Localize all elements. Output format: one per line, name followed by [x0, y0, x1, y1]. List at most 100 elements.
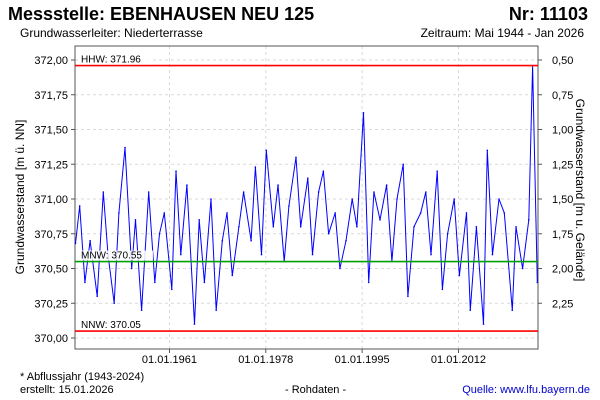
groundwater-point	[130, 267, 133, 270]
groundwater-point	[277, 184, 279, 186]
grid	[75, 46, 538, 349]
groundwater-point	[113, 302, 115, 305]
groundwater-point	[317, 191, 320, 193]
groundwater-point	[367, 281, 370, 284]
groundwater-point	[396, 198, 398, 200]
y-tick-label: 370,25	[34, 298, 68, 310]
groundwater-point	[311, 253, 314, 256]
groundwater-point	[453, 198, 455, 200]
groundwater-point	[210, 198, 212, 200]
groundwater-point	[469, 309, 472, 312]
created-date: erstellt: 15.01.2026	[20, 384, 114, 396]
groundwater-point	[140, 309, 143, 312]
groundwater-point	[175, 170, 177, 172]
groundwater-point	[425, 191, 427, 193]
groundwater-point	[503, 212, 506, 214]
groundwater-point	[260, 253, 263, 256]
groundwater-point	[413, 226, 415, 228]
groundwater-point	[118, 212, 120, 214]
station-number: Nr: 11103	[508, 4, 588, 24]
x-tick-label: 01.01.1978	[238, 354, 293, 366]
y2-tick-label: 2,25	[552, 298, 573, 310]
groundwater-point	[345, 239, 347, 242]
groundwater-point	[446, 232, 449, 235]
y2-tick-label: 1,00	[552, 125, 573, 137]
y2-tick-label: 1,75	[552, 229, 573, 241]
reference-label-bg	[79, 250, 153, 261]
groundwater-point	[465, 212, 468, 214]
groundwater-point	[272, 226, 275, 228]
groundwater-point	[265, 149, 268, 152]
y-axis-label: Grundwasserstand [m ü. NN]	[13, 120, 27, 275]
reference-label: MNW: 370.55	[81, 251, 142, 262]
groundwater-point	[96, 295, 99, 298]
x-tick-label: 01.01.2012	[431, 354, 486, 366]
groundwater-point	[226, 212, 228, 214]
y-tick-label: 371,75	[34, 90, 68, 102]
groundwater-point	[231, 274, 234, 277]
groundwater-point	[419, 212, 422, 214]
groundwater-point	[295, 156, 297, 159]
y-tick-label: 371,00	[34, 194, 68, 206]
y-tick-label: 371,50	[34, 125, 68, 137]
groundwater-point	[158, 232, 161, 235]
y-tick-label: 370,00	[34, 333, 68, 345]
groundwater-point	[163, 212, 166, 214]
groundwater-point	[385, 184, 388, 186]
groundwater-point	[254, 166, 257, 168]
y2-axis-label: Grundwasserstand [m u. Gelände]	[573, 99, 587, 282]
groundwater-point	[339, 267, 341, 270]
groundwater-point	[351, 198, 353, 200]
groundwater-point	[147, 191, 150, 193]
groundwater-point	[402, 163, 404, 166]
groundwater-point	[288, 205, 290, 207]
y2-tick-label: 0,50	[552, 55, 573, 67]
y-tick-label: 370,50	[34, 264, 68, 276]
source-link[interactable]: Quelle: www.lfu.bayern.de	[462, 384, 590, 396]
groundwater-point	[491, 253, 494, 256]
station-title: Messstelle: EBENHAUSEN NEU 125	[8, 4, 315, 24]
groundwater-point	[203, 281, 206, 284]
groundwater-point	[299, 226, 302, 228]
groundwater-point	[193, 323, 196, 325]
groundwater-point	[154, 281, 156, 284]
series-layer	[74, 64, 539, 325]
groundwater-point	[475, 226, 478, 228]
y2-tick-label: 0,75	[552, 90, 573, 102]
period-label: Zeitraum: Mai 1944 - Jan 2026	[420, 26, 584, 40]
groundwater-point	[322, 170, 325, 172]
groundwater-point	[486, 149, 489, 152]
groundwater-point	[528, 219, 530, 221]
groundwater-point	[215, 309, 217, 312]
groundwater-point	[238, 226, 240, 228]
groundwater-point	[334, 212, 336, 214]
plot-frame	[74, 45, 539, 350]
groundwater-point	[521, 267, 524, 270]
groundwater-point	[458, 274, 461, 277]
reference-label: HHW: 371.96	[81, 55, 141, 66]
groundwater-point	[221, 239, 224, 242]
groundwater-point	[179, 253, 182, 256]
y-tick-label: 371,25	[34, 159, 68, 171]
groundwater-point	[441, 288, 444, 291]
groundwater-point	[250, 239, 252, 242]
groundwater-point	[511, 309, 514, 312]
y2-tick-label: 1,50	[552, 194, 573, 206]
aquifer-label: Grundwasserleiter: Niederterrasse	[20, 26, 203, 40]
groundwater-point	[373, 191, 375, 193]
x-tick-label: 01.01.1995	[335, 354, 390, 366]
x-tick-label: 01.01.1961	[142, 354, 197, 366]
groundwater-series-line	[75, 65, 538, 325]
groundwater-point	[84, 281, 86, 284]
groundwater-point	[74, 242, 77, 245]
groundwater-point	[186, 184, 188, 186]
groundwater-point	[89, 239, 91, 242]
y-tick-label: 372,00	[34, 55, 68, 67]
groundwater-point	[430, 253, 432, 256]
groundwater-point	[124, 146, 126, 149]
groundwater-point	[362, 112, 365, 114]
y-tick-label: 370,75	[34, 229, 68, 241]
groundwater-point	[482, 323, 485, 325]
groundwater-point	[498, 198, 500, 200]
